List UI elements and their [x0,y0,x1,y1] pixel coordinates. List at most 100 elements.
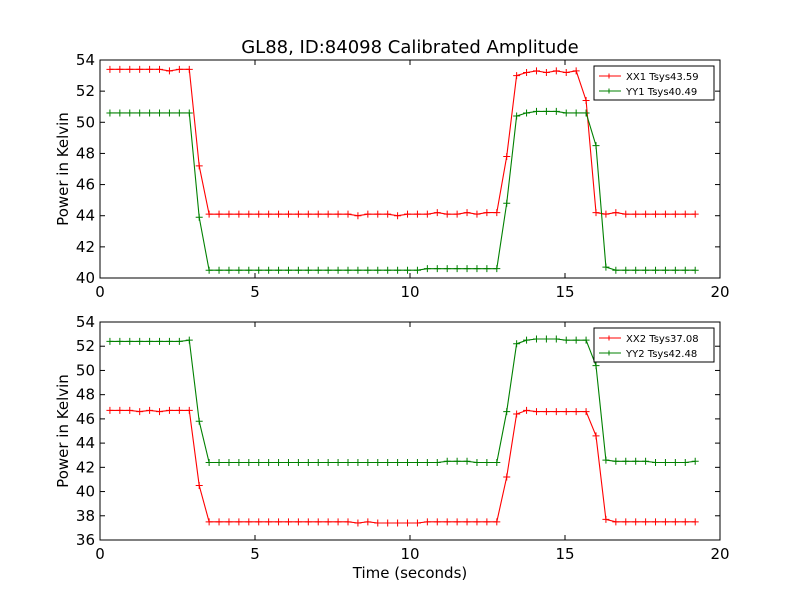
data-point-2-2-55 [652,458,660,466]
data-point-2-2-57 [671,458,679,466]
data-point-2-2-27 [374,458,382,466]
data-point-2-1-39 [493,518,501,526]
data-point-2-1-42 [523,406,531,414]
data-point-2-2-38 [483,458,491,466]
data-point-2-1-52 [622,518,630,526]
data-point-2-2-51 [612,457,620,465]
data-point-2-2-21 [314,458,322,466]
data-point-1-1-59 [691,210,699,218]
y-tick-label: 50 [76,361,95,379]
data-point-1-1-33 [433,209,441,217]
data-point-2-2-8 [185,336,193,344]
data-point-2-1-2 [126,406,134,414]
data-point-2-1-16 [265,518,273,526]
data-point-2-2-53 [632,457,640,465]
data-point-1-1-37 [473,210,481,218]
y-tick-label: 46 [76,410,95,428]
data-point-2-1-44 [542,408,550,416]
y-tick-label: 54 [76,51,95,69]
data-point-2-2-23 [334,458,342,466]
legend-label: XX2 Tsys37.08 [626,334,699,345]
data-point-2-2-34 [443,457,451,465]
y-tick-label: 52 [76,82,95,100]
y-tick-label: 54 [76,313,95,331]
data-point-2-1-20 [304,518,312,526]
data-point-1-1-44 [542,68,550,76]
data-point-2-2-10 [205,458,213,466]
data-point-2-1-25 [354,519,362,527]
data-point-2-1-43 [532,408,540,416]
data-point-2-1-22 [324,518,332,526]
data-point-2-2-43 [532,335,540,343]
data-point-1-2-52 [622,266,630,274]
data-point-2-2-31 [413,458,421,466]
data-point-1-2-35 [453,265,461,273]
data-point-1-1-50 [602,210,610,218]
data-point-2-1-34 [443,518,451,526]
data-point-2-2-39 [493,458,501,466]
data-point-1-1-47 [572,67,580,75]
legend-box [593,65,715,101]
data-point-2-1-36 [463,518,471,526]
data-point-1-2-7 [175,109,183,117]
subplot-1: 0 5 10 15 20 40 42 44 46 48 50 52 54 Power in Kelvin X… [54,51,730,301]
data-point-2-2-50 [602,456,610,464]
data-point-1-1-41 [513,72,521,80]
data-point-2-1-35 [453,518,461,526]
data-point-2-2-58 [681,458,689,466]
data-point-2-2-37 [473,458,481,466]
y-tick-label: 48 [76,386,95,404]
data-point-2-1-30 [404,519,412,527]
y-axis-label: Power in Kelvin [54,112,72,226]
y-tick-label: 36 [76,531,95,549]
y-axis-label: Power in Kelvin [54,374,72,488]
data-point-2-2-12 [225,458,233,466]
data-point-2-1-8 [185,406,193,414]
data-point-2-1-19 [294,518,302,526]
data-point-2-1-24 [344,518,352,526]
data-point-1-1-1 [116,65,124,73]
figure-title: GL88, ID:84098 Calibrated Amplitude [241,37,579,58]
data-point-2-2-4 [146,337,154,345]
data-point-1-2-43 [532,107,540,115]
data-point-2-2-7 [175,337,183,345]
x-tick-label: 20 [710,283,729,301]
data-point-2-2-3 [136,337,144,345]
data-point-2-2-47 [572,336,580,344]
data-point-2-1-59 [691,518,699,526]
x-axis-label: Time (seconds) [352,564,468,582]
data-point-1-2-15 [255,266,263,274]
data-point-1-2-24 [344,266,352,274]
data-point-1-2-34 [443,265,451,273]
data-point-1-2-21 [314,266,322,274]
data-point-2-1-15 [255,518,263,526]
data-point-1-2-39 [493,265,501,273]
data-point-2-2-46 [562,336,570,344]
data-point-1-1-6 [165,67,173,75]
data-point-1-2-16 [265,266,273,274]
data-point-1-2-8 [185,109,193,117]
data-point-2-2-18 [284,458,292,466]
data-point-1-2-57 [671,266,679,274]
data-point-1-1-31 [413,210,421,218]
data-point-2-2-45 [552,335,560,343]
y-tick-label: 44 [76,434,95,452]
data-point-1-2-32 [423,265,431,273]
data-point-1-2-56 [661,266,669,274]
data-point-2-1-58 [681,518,689,526]
data-point-2-1-48 [582,408,590,416]
data-point-2-2-14 [245,458,253,466]
data-point-1-2-6 [165,109,173,117]
x-tick-label: 5 [250,283,260,301]
data-point-2-1-14 [245,518,253,526]
data-point-1-2-14 [245,266,253,274]
data-point-1-2-10 [205,266,213,274]
data-point-1-1-51 [612,209,620,217]
data-point-1-1-13 [235,210,243,218]
data-point-1-1-3 [136,65,144,73]
data-point-1-2-48 [582,109,590,117]
data-point-1-1-24 [344,210,352,218]
y-tick-label: 40 [76,483,95,501]
data-point-1-1-19 [294,210,302,218]
